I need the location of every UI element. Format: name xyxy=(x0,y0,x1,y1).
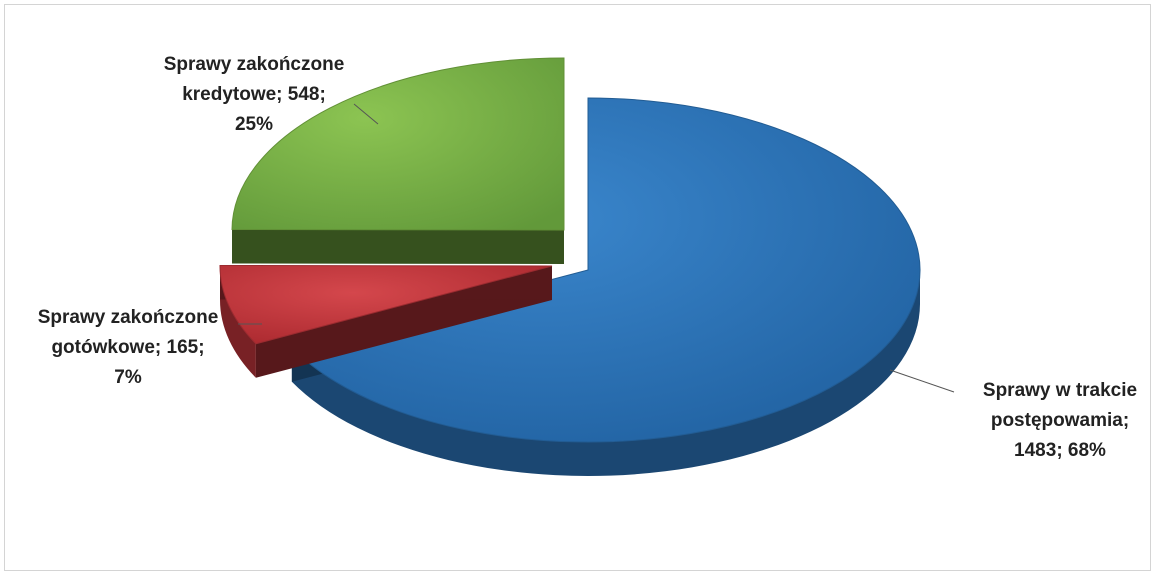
data-label-sprawy-w-trakcie-postepowamia: Sprawy w trakcie postępowamia; 1483; 68% xyxy=(983,380,1137,461)
data-label-line: Sprawy zakończone xyxy=(38,307,219,328)
slice-cut-face xyxy=(232,229,565,264)
data-label-line: Sprawy zakończone xyxy=(164,54,345,75)
data-label-line: 7% xyxy=(114,367,142,388)
data-label-line: kredytowe; 548; xyxy=(182,84,326,105)
slice-wall xyxy=(291,270,921,476)
leader-line-sprawy-zakonczone-kredytowe xyxy=(353,103,379,125)
slice-top xyxy=(219,265,553,345)
data-label-line: 25% xyxy=(235,114,273,135)
leader-line-sprawy-w-trakcie-postepowamia xyxy=(889,369,955,393)
slice-sprawy-zakonczone-gotowkowe xyxy=(219,265,553,378)
slice-top xyxy=(231,57,565,231)
slice-sprawy-zakonczone-kredytowe xyxy=(231,57,565,264)
data-label-line: Sprawy w trakcie xyxy=(983,380,1137,401)
slice-top xyxy=(290,97,921,443)
chart-frame xyxy=(4,4,1151,571)
data-label-sprawy-zakonczone-gotowkowe: Sprawy zakończone gotówkowe; 165; 7% xyxy=(38,307,219,388)
data-label-line: postępowamia; xyxy=(991,410,1129,431)
data-label-sprawy-zakonczone-kredytowe: Sprawy zakończone kredytowe; 548; 25% xyxy=(164,54,345,135)
data-label-line: gotówkowe; 165; xyxy=(51,337,204,358)
data-label-line: 1483; 68% xyxy=(1014,440,1106,461)
